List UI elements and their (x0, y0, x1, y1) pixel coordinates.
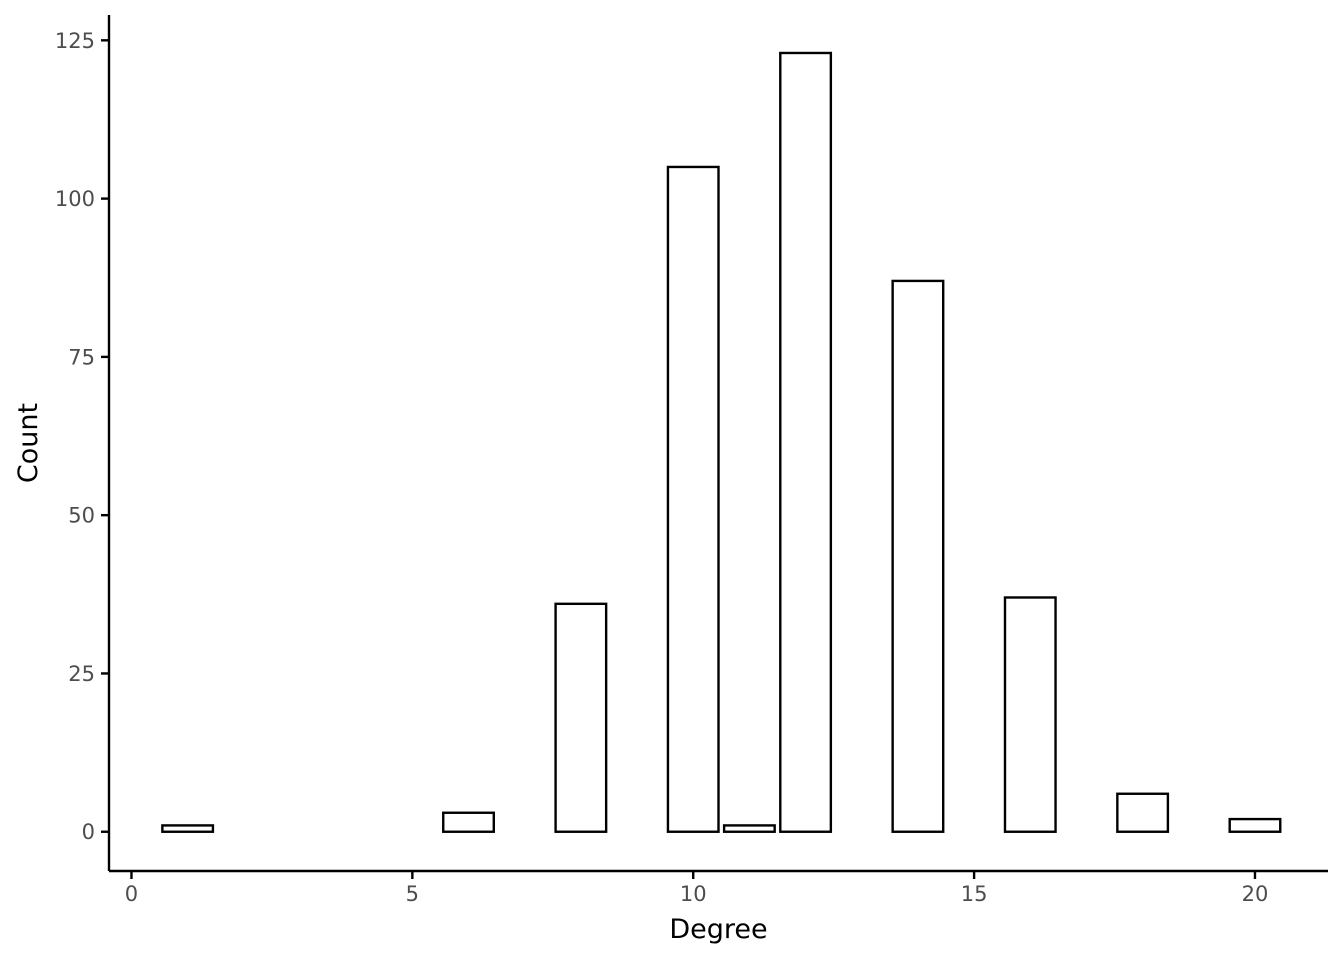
y-tick-label: 125 (55, 29, 95, 53)
bar-degree-18 (1116, 792, 1170, 833)
x-tick-label: 10 (680, 882, 707, 906)
y-tick-label: 0 (82, 820, 95, 844)
y-ticks: 0 25 50 75 100 125 (55, 29, 109, 844)
x-tick-label: 20 (1242, 882, 1269, 906)
bars (161, 51, 1282, 833)
y-axis-title: Count (13, 403, 44, 483)
y-tick-label: 50 (68, 504, 95, 528)
bar-degree-1 (161, 824, 215, 833)
x-ticks: 0 5 10 15 20 (125, 871, 1269, 906)
x-tick-label: 5 (406, 882, 419, 906)
bar-degree-11 (722, 824, 776, 833)
x-tick-label: 0 (125, 882, 138, 906)
bar-degree-6 (442, 811, 495, 833)
x-axis: 0 5 10 15 20 (109, 869, 1328, 906)
y-tick-label: 100 (55, 187, 95, 211)
bar-degree-8 (554, 602, 608, 833)
bar-degree-12 (779, 51, 833, 833)
bar-degree-16 (1003, 596, 1057, 833)
x-axis-title: Degree (669, 914, 767, 945)
y-tick-label: 75 (68, 345, 95, 369)
y-axis: 0 25 50 75 100 125 (55, 15, 111, 871)
bar-degree-20 (1228, 817, 1282, 833)
x-tick-label: 15 (961, 882, 988, 906)
bar-degree-14 (891, 279, 945, 833)
y-tick-label: 25 (68, 662, 95, 686)
bar-degree-10 (666, 165, 720, 833)
